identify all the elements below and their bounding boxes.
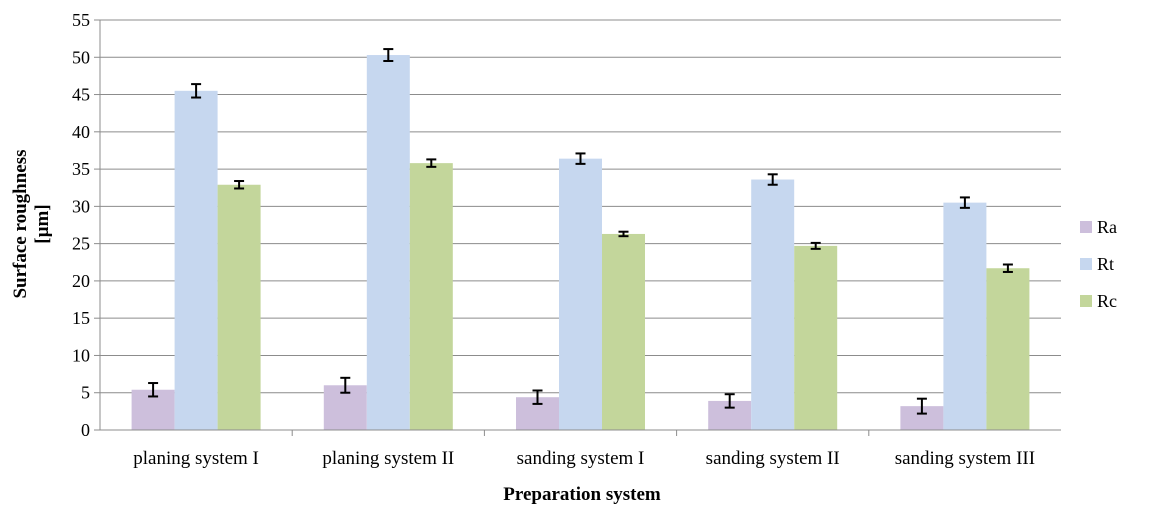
error-bars [148, 48, 1013, 415]
y-tick-label: 15 [72, 308, 90, 328]
legend-swatch-rc [1080, 295, 1092, 307]
bar-rc [602, 233, 645, 430]
y-tick-label: 35 [72, 159, 90, 179]
bar-rt [943, 202, 987, 430]
bar-rt [174, 90, 218, 431]
bar-rc [217, 184, 261, 430]
axes [94, 19, 1061, 436]
y-tick-label: 20 [72, 271, 90, 291]
bar-rt [559, 158, 602, 430]
y-tick-label: 50 [72, 47, 90, 67]
x-tick-label: sanding system II [706, 448, 840, 469]
y-tick-label: 10 [72, 345, 90, 365]
x-axis-title: Preparation system [503, 484, 661, 505]
x-tick-label: sanding system I [517, 448, 645, 469]
y-axis-title: Surface roughness [µm] [10, 149, 53, 298]
x-tick-label: sanding system III [895, 448, 1035, 469]
y-tick-label: 25 [72, 234, 90, 254]
x-tick-label: planing system II [322, 448, 454, 469]
x-tick-labels: planing system I planing system II sanding… [133, 448, 1035, 469]
bar-rc [986, 268, 1030, 430]
y-tick-labels: 0 5 10 15 20 25 30 35 40 45 50 55 [72, 10, 90, 440]
legend-label-rt: Rt [1097, 254, 1114, 274]
y-axis-title-line-2: [µm] [32, 204, 53, 243]
legend-label-ra: Ra [1097, 217, 1117, 237]
bars [131, 55, 1030, 431]
y-tick-label: 55 [72, 10, 90, 30]
bar-rt [751, 179, 795, 430]
y-axis-title-line-1: Surface roughness [10, 149, 31, 298]
y-tick-label: 0 [81, 420, 90, 440]
legend: Ra Rt Rc [1080, 217, 1117, 311]
y-tick-label: 45 [72, 85, 90, 105]
y-tick-label: 30 [72, 196, 90, 216]
x-tick-label: planing system I [133, 448, 259, 469]
bar-rc [794, 245, 838, 430]
legend-swatch-rt [1080, 258, 1092, 270]
bar-rt [366, 55, 410, 430]
legend-swatch-ra [1080, 221, 1092, 233]
y-tick-label: 5 [81, 383, 90, 403]
bar-ra [900, 406, 944, 430]
bar-rc [409, 163, 453, 431]
legend-label-rc: Rc [1097, 291, 1117, 311]
y-tick-label: 40 [72, 122, 90, 142]
